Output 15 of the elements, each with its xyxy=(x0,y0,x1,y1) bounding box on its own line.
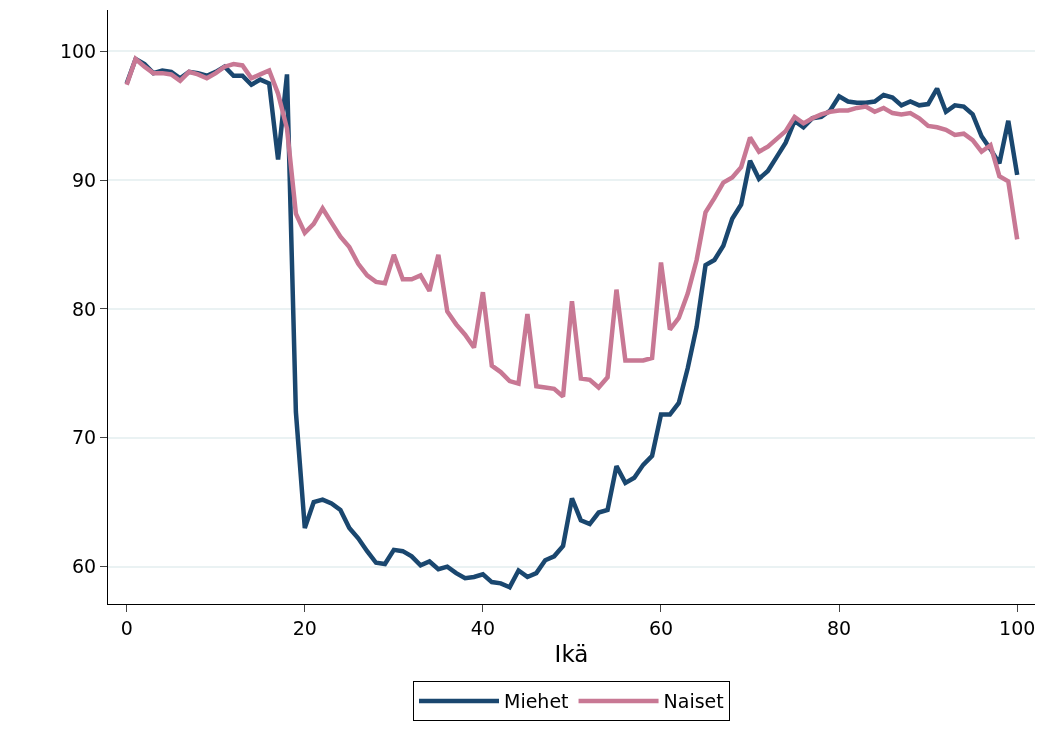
legend-label: Miehet xyxy=(504,690,569,713)
x-tick-label: 40 xyxy=(470,616,495,639)
x-tick-label: 0 xyxy=(120,616,133,639)
x-tick-label: 20 xyxy=(292,616,317,639)
x-tick-label: 100 xyxy=(999,616,1036,639)
y-tick-label: 70 xyxy=(72,426,97,449)
x-tick-label: 60 xyxy=(648,616,674,639)
line-series xyxy=(124,56,1020,399)
y-tick-label: 100 xyxy=(59,39,97,62)
y-tick-label: 90 xyxy=(72,168,97,191)
y-tick-label: 80 xyxy=(72,297,97,320)
legend-label: Naiset xyxy=(663,690,724,713)
y-tick-label: 60 xyxy=(72,555,97,578)
x-tick-label: 80 xyxy=(827,616,852,639)
x-axis-title: Ikä xyxy=(554,641,589,668)
